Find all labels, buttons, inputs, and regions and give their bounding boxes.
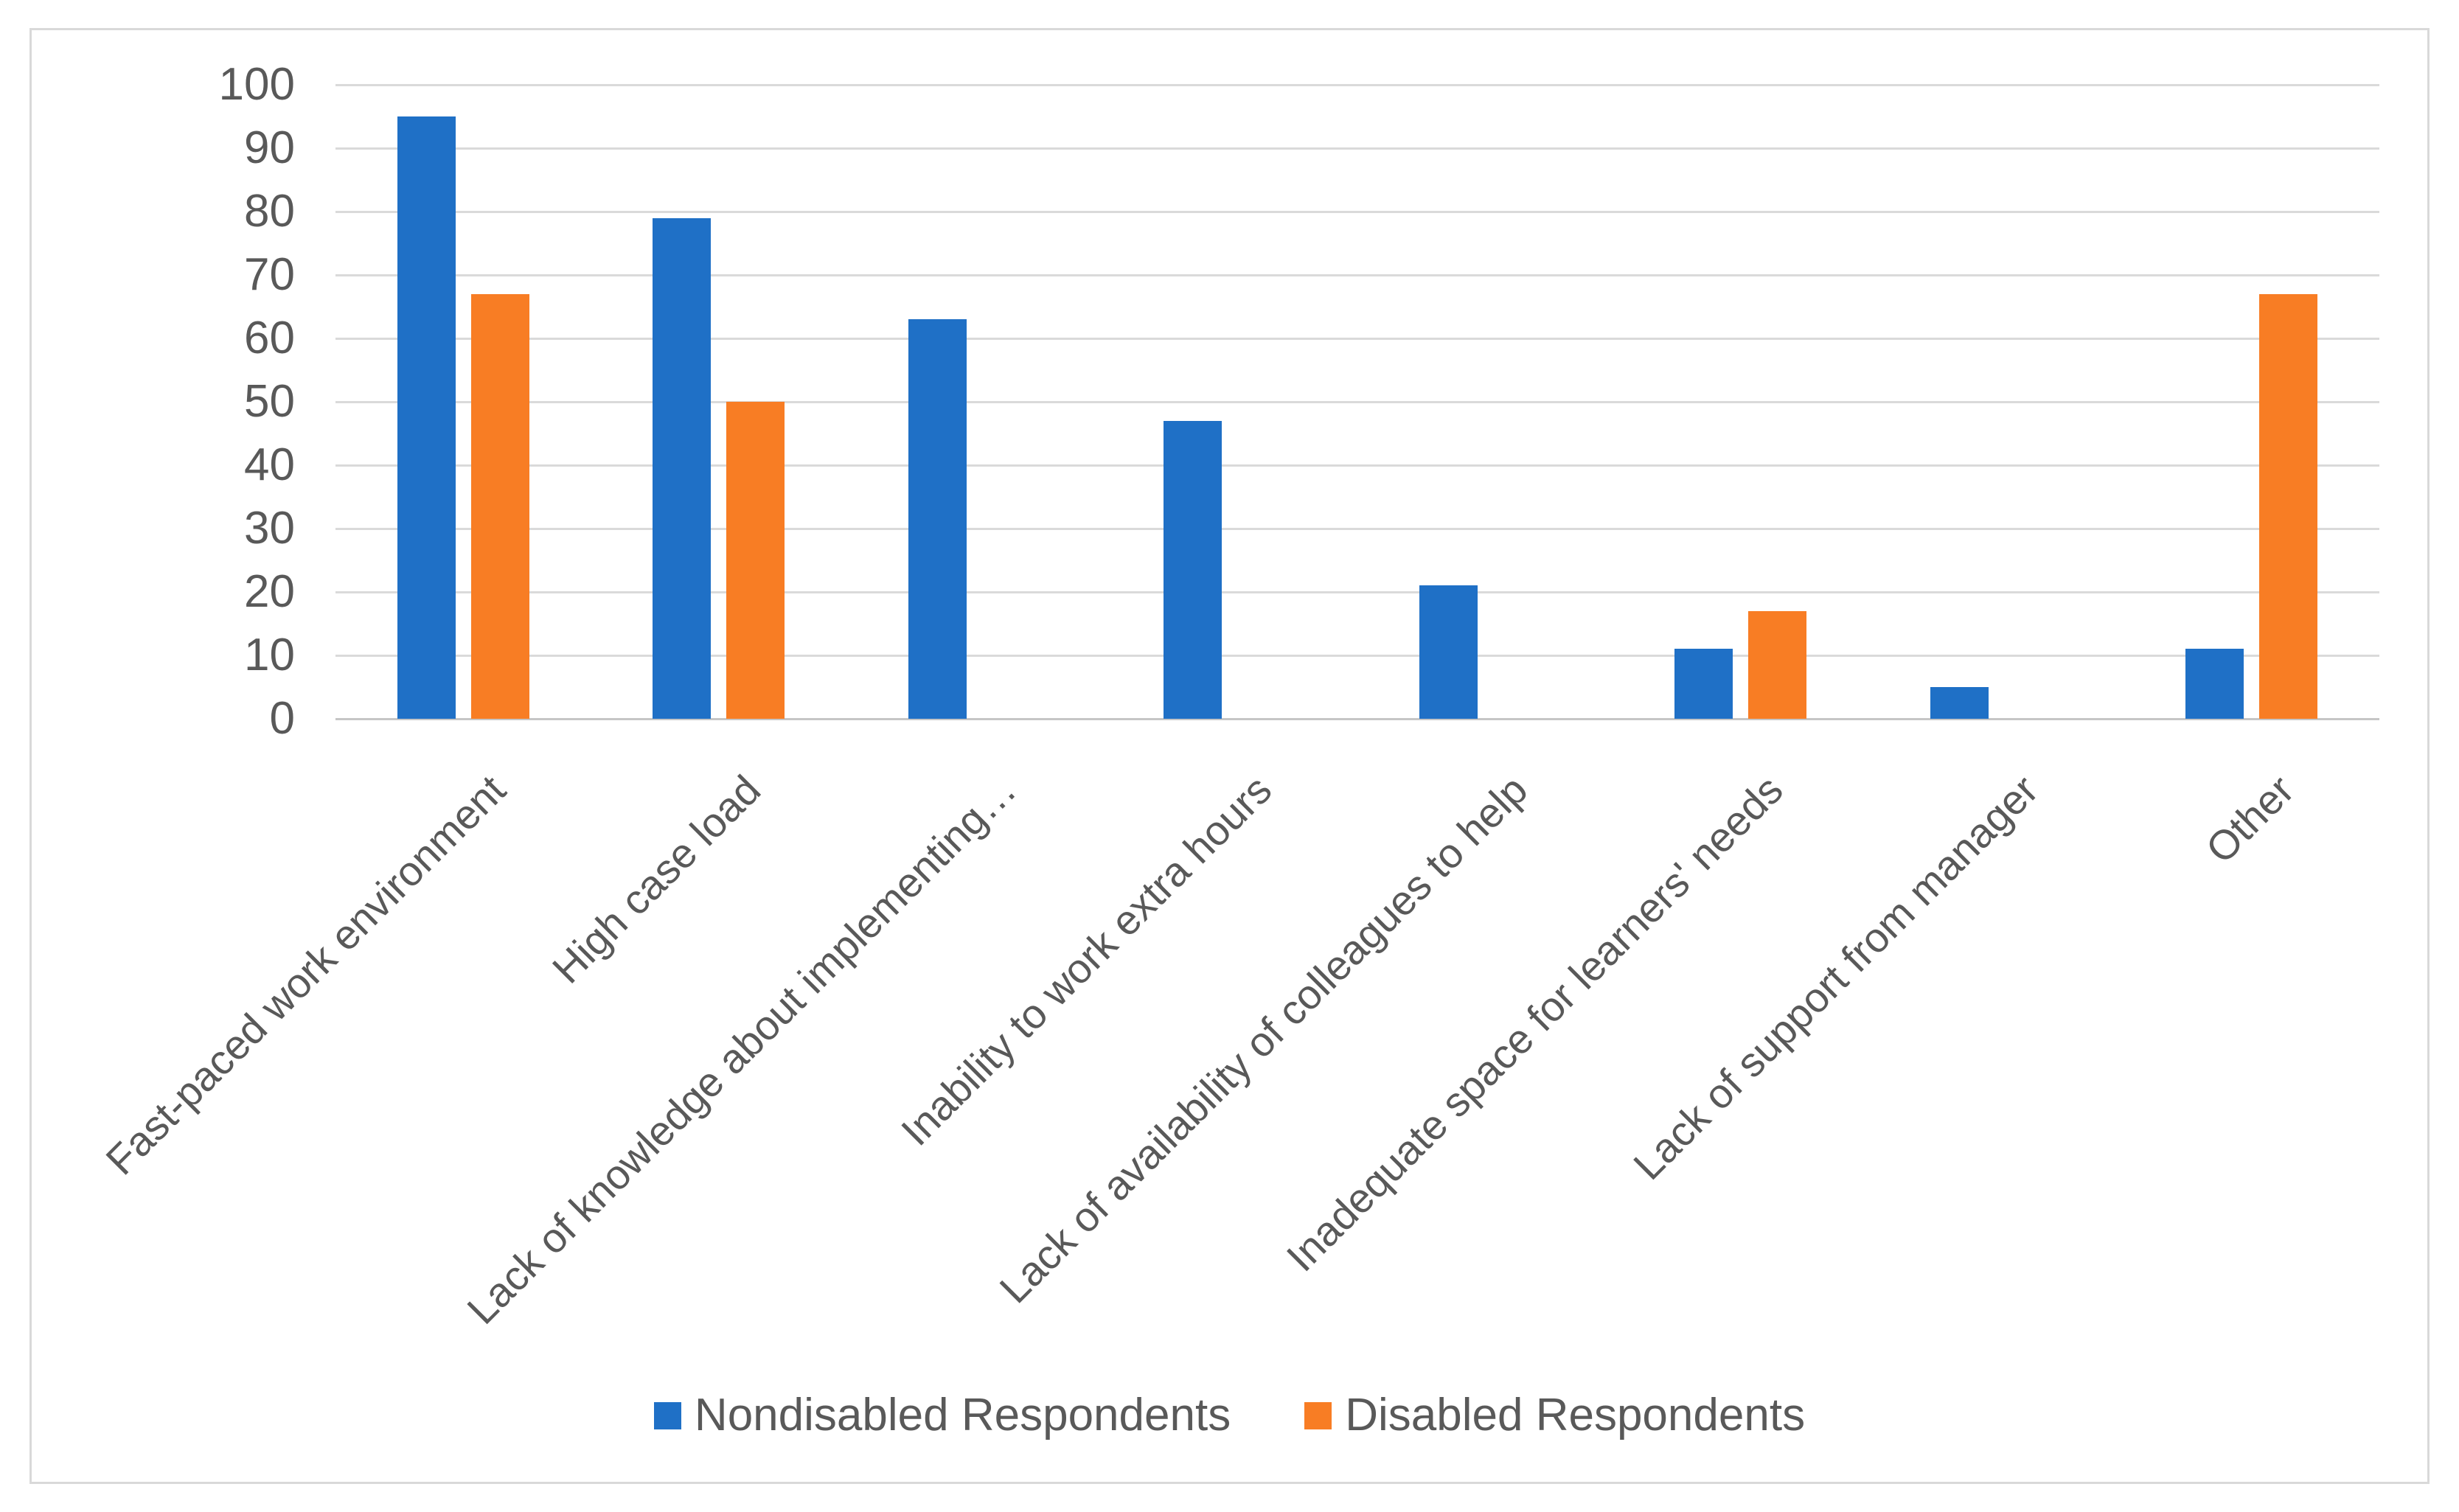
legend-swatch-icon — [1304, 1401, 1332, 1429]
gridline — [335, 464, 2379, 467]
legend-item: Disabled Respondents — [1304, 1390, 1805, 1441]
y-tick-label: 50 — [244, 376, 295, 427]
bar-nondisabled — [1419, 585, 1478, 719]
x-category-label: Lack of knowledge about implementing… — [458, 766, 1026, 1334]
gridline — [335, 590, 2379, 593]
x-axis-line — [335, 717, 2379, 720]
gridline — [335, 400, 2379, 403]
y-tick-label: 30 — [244, 503, 295, 554]
bar-nondisabled — [1930, 687, 1989, 719]
x-category-label: Fast-paced work environment — [96, 766, 515, 1184]
x-category-label: High case load — [543, 766, 770, 992]
bar-nondisabled — [397, 116, 456, 719]
legend-label: Disabled Respondents — [1345, 1390, 1806, 1440]
x-category-label: Lack of availability of colleagues to he… — [989, 766, 1537, 1312]
y-tick-label: 0 — [269, 693, 295, 744]
bar-disabled — [2259, 293, 2318, 719]
bar-nondisabled — [1674, 649, 1733, 719]
bar-disabled — [1748, 610, 1807, 719]
gridline — [335, 337, 2379, 340]
bar-nondisabled — [908, 319, 967, 719]
bar-disabled — [726, 402, 785, 719]
legend-label: Nondisabled Respondents — [694, 1390, 1231, 1440]
legend-item: Nondisabled Respondents — [653, 1390, 1231, 1441]
gridline — [335, 527, 2379, 530]
y-tick-label: 10 — [244, 630, 295, 680]
bar-nondisabled — [1164, 420, 1222, 719]
gridline — [335, 210, 2379, 213]
legend: Nondisabled Respondents Disabled Responde… — [0, 1390, 2459, 1441]
bar-disabled — [470, 293, 529, 719]
legend-swatch-icon — [653, 1401, 681, 1429]
y-tick-label: 70 — [244, 249, 295, 300]
gridline — [335, 654, 2379, 657]
gridline — [335, 83, 2379, 86]
y-tick-label: 40 — [244, 439, 295, 490]
y-tick-label: 90 — [244, 122, 295, 173]
y-tick-label: 100 — [218, 59, 295, 110]
y-tick-label: 20 — [244, 566, 295, 617]
y-axis-labels: 0 10 20 30 40 50 60 70 80 90 100 — [0, 0, 295, 1512]
y-tick-label: 80 — [244, 186, 295, 237]
x-category-label: Lack of support from manager — [1624, 766, 2048, 1189]
gridline — [335, 147, 2379, 150]
x-category-label: Other — [2197, 766, 2303, 872]
bar-nondisabled — [2185, 649, 2244, 719]
bar-nondisabled — [653, 217, 712, 719]
y-tick-label: 60 — [244, 313, 295, 363]
x-category-label: Inadequate space for learners' needs — [1277, 766, 1792, 1281]
plot-area — [335, 83, 2379, 720]
gridline — [335, 274, 2379, 276]
